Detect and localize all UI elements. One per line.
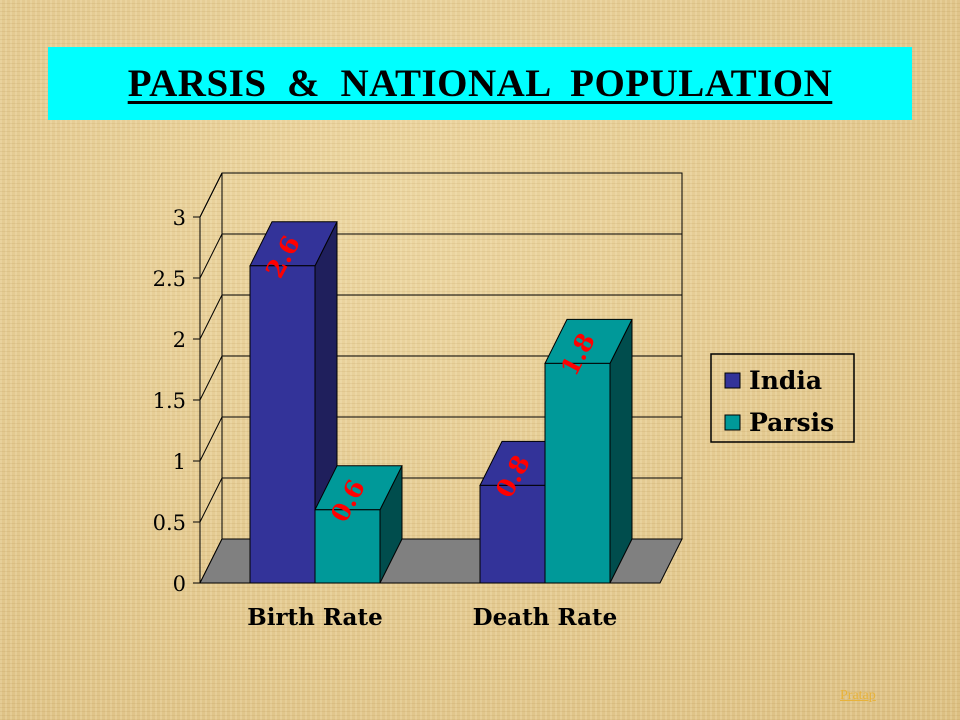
y-tick-label: 0	[173, 572, 186, 596]
legend-swatch-parsis	[724, 414, 741, 431]
bar-parsis	[314, 509, 381, 584]
bar-parsis	[544, 362, 611, 584]
y-tick-label: 3	[173, 206, 186, 230]
bar-india	[249, 265, 316, 584]
y-tick-label: 1.5	[153, 389, 186, 413]
y-tick-label: 1	[173, 450, 186, 474]
x-category-label: Death Rate	[473, 604, 618, 631]
gridline	[199, 355, 682, 401]
y-tick-label: 2.5	[153, 267, 186, 291]
title-banner: PARSIS & NATIONAL POPULATION	[48, 47, 912, 120]
bar-side	[609, 319, 633, 584]
bar-india	[479, 484, 546, 584]
legend-label-india: India	[749, 366, 822, 395]
page-title: PARSIS & NATIONAL POPULATION	[127, 62, 833, 105]
legend-box	[710, 353, 855, 443]
y-tick-label: 2	[173, 328, 186, 352]
author-credit[interactable]: Pratap	[840, 688, 876, 703]
gridline	[199, 294, 682, 340]
gridline	[199, 416, 682, 462]
y-tick-label: 0.5	[153, 511, 186, 535]
legend-swatch-india	[724, 372, 741, 389]
gridline	[199, 172, 682, 218]
gridline	[199, 233, 682, 279]
legend-label-parsis: Parsis	[749, 408, 834, 437]
x-category-label: Birth Rate	[247, 604, 382, 631]
